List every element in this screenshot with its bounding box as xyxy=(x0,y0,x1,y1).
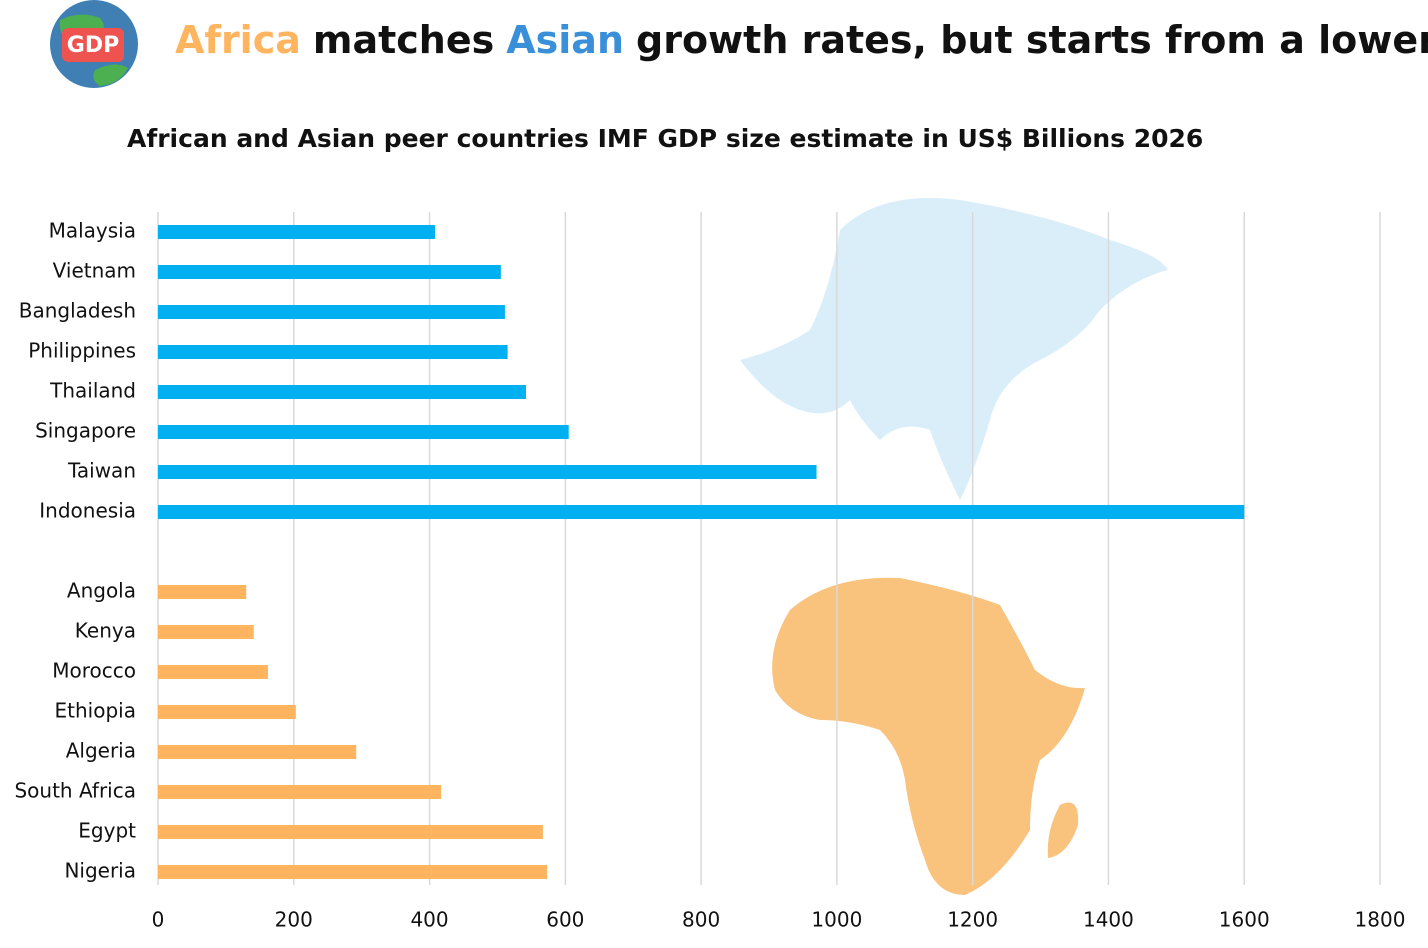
bar xyxy=(158,625,254,639)
y-tick-label: Kenya xyxy=(75,619,136,643)
x-tick-label: 1800 xyxy=(1355,908,1406,932)
bar xyxy=(158,345,508,359)
x-tick-label: 200 xyxy=(275,908,313,932)
grid xyxy=(157,212,1381,885)
chart-title: Africa matches Asian growth rates, but star… xyxy=(175,18,1428,62)
title-part: growth rates, but starts from a lower ba… xyxy=(636,18,1428,62)
chart-subtitle: African and Asian peer countries IMF GDP… xyxy=(127,124,1203,153)
y-tick-label: Taiwan xyxy=(67,459,136,483)
bar xyxy=(158,865,548,879)
y-tick-label: Nigeria xyxy=(64,859,136,883)
bar xyxy=(158,225,435,239)
x-tick-label: 600 xyxy=(546,908,584,932)
x-tick-label: 400 xyxy=(410,908,448,932)
y-tick-label: Angola xyxy=(67,579,136,603)
x-tick-label: 1400 xyxy=(1083,908,1134,932)
bar xyxy=(158,385,526,399)
africa-map xyxy=(772,577,1085,895)
y-tick-label: Thailand xyxy=(49,379,136,403)
y-tick-label: Bangladesh xyxy=(19,299,136,323)
icon-label: GDP xyxy=(67,33,119,58)
bar xyxy=(158,265,501,279)
x-tick-label: 800 xyxy=(682,908,720,932)
title-part: matches xyxy=(313,18,494,62)
gdp-icon: GDP xyxy=(50,0,138,88)
y-tick-label: Indonesia xyxy=(39,499,136,523)
x-tick-label: 0 xyxy=(152,908,165,932)
asia-map xyxy=(740,198,1168,500)
y-tick-label: Singapore xyxy=(35,419,136,443)
y-tick-label: Ethiopia xyxy=(55,699,136,723)
y-tick-label: Egypt xyxy=(78,819,136,843)
bar xyxy=(158,785,442,799)
x-tick-label: 1200 xyxy=(947,908,998,932)
bar xyxy=(158,585,247,599)
bar xyxy=(158,465,817,479)
bar xyxy=(158,505,1245,519)
bar xyxy=(158,745,357,759)
y-tick-label: Algeria xyxy=(66,739,136,763)
x-tick-label: 1000 xyxy=(811,908,862,932)
y-tick-label: South Africa xyxy=(14,779,136,803)
x-tick-label: 1600 xyxy=(1219,908,1270,932)
y-tick-label: Morocco xyxy=(52,659,136,683)
y-tick-label: Philippines xyxy=(28,339,136,363)
bar xyxy=(158,425,569,439)
title-part: Africa xyxy=(175,18,301,62)
bar xyxy=(158,305,505,319)
bar xyxy=(158,665,268,679)
bar xyxy=(158,825,543,839)
y-tick-label: Vietnam xyxy=(53,259,136,283)
bar xyxy=(158,705,296,719)
y-tick-label: Malaysia xyxy=(49,219,136,243)
title-part: Asian xyxy=(506,18,624,62)
